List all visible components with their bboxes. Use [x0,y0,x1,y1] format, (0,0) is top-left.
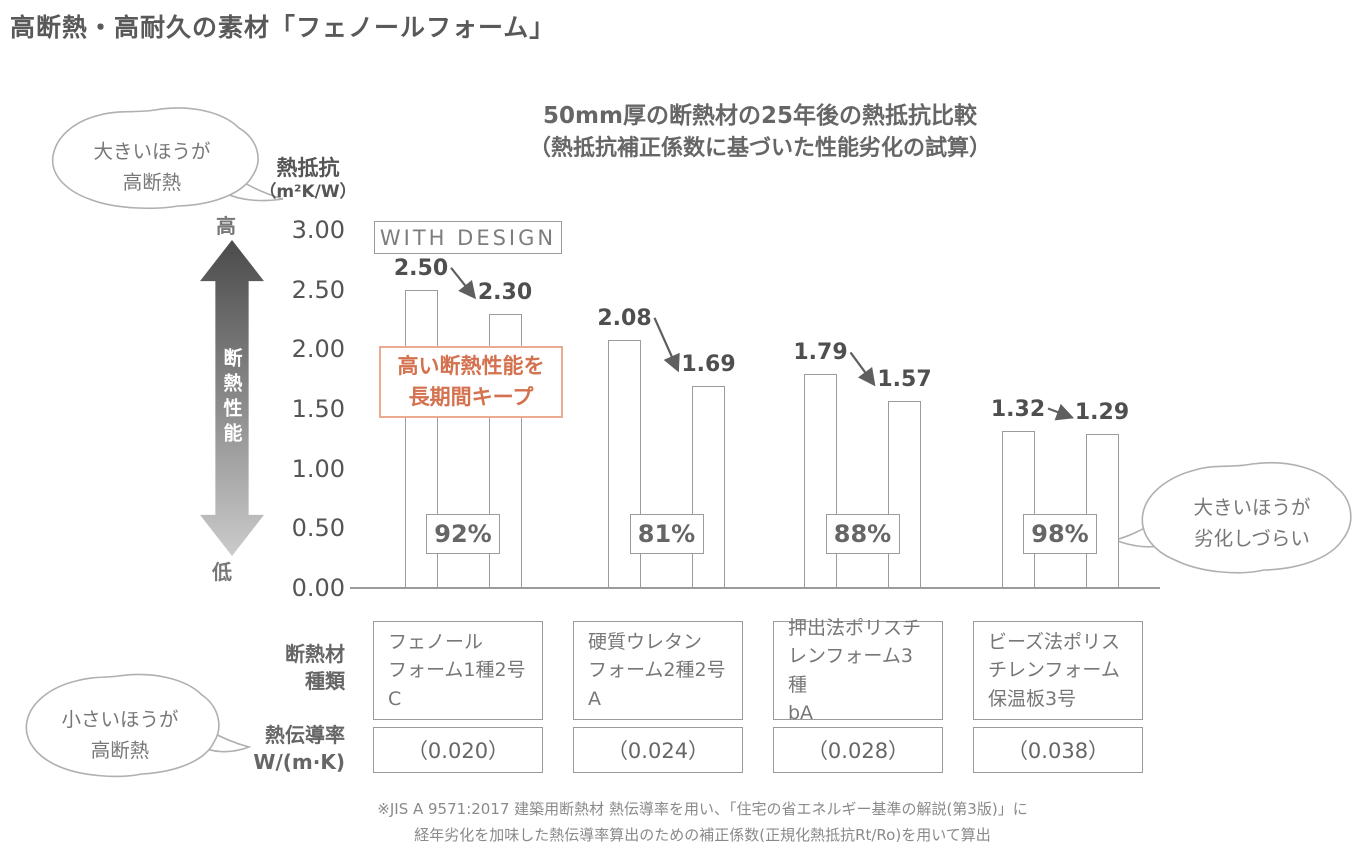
axis-low-label: 低 [212,560,232,584]
chart-title-line1: 50mm厚の断熱材の25年後の熱抵抗比較 [543,103,977,129]
y-tick-label: 2.50 [291,275,345,304]
y-tick-label: 1.50 [291,395,345,424]
material-type-row-label: 断熱材 種類 [285,642,345,693]
material-type-line: ビーズ法ポリス [988,630,1121,653]
material-type-line: bA [788,702,814,724]
material-type-line: フォーム2種2号A [588,659,726,710]
material-type-line: 保温板3号 [988,687,1077,710]
value-label-initial: 2.08 [597,305,652,331]
decline-arrow-icon [849,351,876,387]
keep-performance-note: 高い断熱性能を 長期間キープ [379,346,563,418]
value-label-initial: 1.32 [990,396,1046,422]
material-type-cell: 硬質ウレタンフォーム2種2号A [573,621,743,720]
y-tick-label: 1.00 [291,454,345,483]
material-type-line: 押出法ポリスチ [788,616,922,639]
material-type-line: レンフォーム3種 [788,645,913,696]
value-label-after25y: 1.57 [877,366,932,392]
decline-arrow-icon [653,317,680,373]
material-type-line: フェノール [388,630,484,653]
decline-arrow-icon [1047,403,1075,421]
material-type-cell: 押出法ポリスチレンフォーム3種 bA [773,617,943,724]
retention-badge: 81% [629,514,704,554]
bar-after25y-group-3 [888,400,921,588]
y-tick-label: 3.00 [291,216,345,245]
y-tick-label: 0.00 [291,574,345,602]
conductivity-cell: （0.028） [773,727,943,773]
material-type-cell: フェノールフォーム1種2号C [373,621,543,720]
footnote: ※JIS A 9571:2017 建築用断熱材 熱伝導率を用い、「住宅の省エネル… [377,800,1028,844]
material-type-line: 硬質ウレタン [588,630,703,653]
bar-after25y-group-2 [692,386,725,588]
speech-bubble-right [1112,461,1352,574]
retention-badge: 88% [825,514,900,554]
value-label-initial: 1.79 [793,340,848,366]
speech-bubble-bottom-left [25,673,252,778]
retention-badge: 92% [426,514,500,554]
page-title: 高断熱・高耐久の素材「フェノールフォーム」 [10,13,556,42]
y-tick-label: 2.00 [291,335,345,364]
bubble-blob-icon [25,673,220,778]
chart-title: 50mm厚の断熱材の25年後の熱抵抗比較 （熱抵抗補正係数に基づいた性能劣化の試… [430,100,1090,164]
conductivity-cell: （0.038） [973,727,1143,773]
y-tick-label: 0.50 [291,514,345,543]
decline-arrow-icon [450,267,477,300]
value-label-after25y: 2.30 [477,279,533,305]
value-label-after25y: 1.69 [681,352,736,378]
with-design-badge: WITH DESIGN [374,221,562,254]
bubble-blob-icon [1141,461,1352,574]
bar-after25y-group-4 [1085,434,1119,588]
chart-title-line2: （熱抵抗補正係数に基づいた性能劣化の試算） [528,135,991,161]
bar-initial-group-4 [1001,430,1035,588]
axis-high-label: 高 [216,214,236,238]
y-axis-title: 熱抵抗 （m²K/W） [259,156,357,202]
material-type-cell: ビーズ法ポリス チレンフォーム 保温板3号 [973,621,1143,720]
callout-bigger-less-degradation: 大きいほうが 劣化しづらい [1193,496,1311,550]
conductivity-cell: （0.020） [373,727,543,773]
conductivity-row-label: 熱伝導率 W/(m·K) [253,723,345,774]
insulation-performance-label: 断熱性能 [220,348,243,448]
speech-bubble-top-left [51,107,284,210]
material-type-line: フォーム1種2号C [388,659,526,710]
retention-badge: 98% [1023,514,1097,554]
value-label-after25y: 1.29 [1074,400,1130,426]
callout-smaller-better-insulation: 小さいほうが 高断熱 [61,708,179,762]
material-type-line: チレンフォーム [988,659,1120,682]
conductivity-cell: （0.024） [573,727,743,773]
value-label-initial: 2.50 [393,255,449,281]
x-axis-line [350,587,1160,589]
callout-bigger-better-insulation: 大きいほうが 高断熱 [93,140,211,194]
bubble-blob-icon [51,107,259,210]
